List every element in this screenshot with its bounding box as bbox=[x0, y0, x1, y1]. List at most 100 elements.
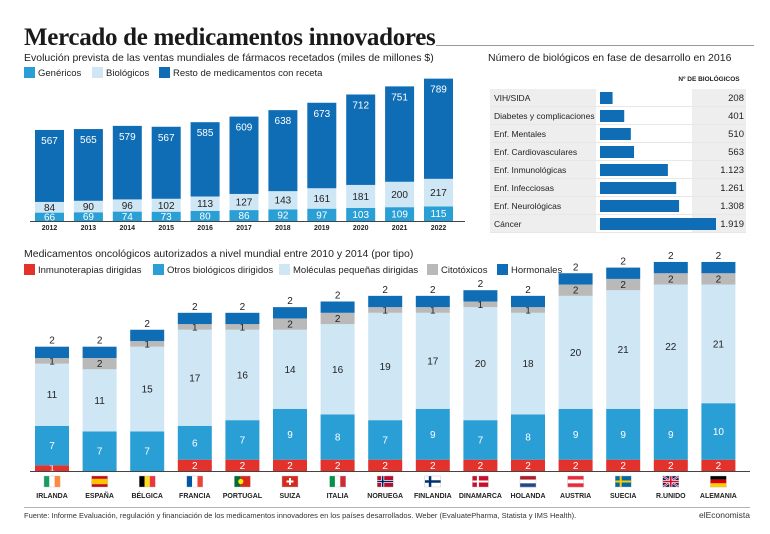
onc-bar-segment bbox=[701, 403, 736, 460]
onc-value-label: 9 bbox=[573, 430, 579, 441]
onc-value-label: 2 bbox=[620, 257, 626, 268]
onc-value-label: 17 bbox=[189, 373, 201, 384]
onc-bar-segment bbox=[701, 459, 736, 471]
flag-part bbox=[567, 479, 584, 484]
sales-year-label: 2021 bbox=[392, 225, 408, 232]
bio-category-label: Enf. Infecciosas bbox=[494, 183, 554, 193]
sales-value-label: 609 bbox=[236, 123, 253, 134]
onc-country-label: AUSTRIA bbox=[560, 493, 591, 500]
sales-value-label: 74 bbox=[122, 212, 134, 223]
bio-category-label: VIH/SIDA bbox=[494, 93, 531, 103]
sales-bar-segment bbox=[307, 102, 337, 189]
onc-value-label: 16 bbox=[332, 365, 344, 376]
onc-bar-segment bbox=[177, 312, 212, 325]
flag-se-icon bbox=[615, 475, 632, 488]
flag-part bbox=[340, 476, 346, 487]
sales-bar-segment bbox=[190, 122, 220, 197]
onc-chart-title: Medicamentos oncológicos autorizados a n… bbox=[24, 248, 413, 260]
onc-bar-segment bbox=[511, 414, 545, 460]
sales-bar-segment bbox=[346, 207, 376, 221]
onc-bar-segment bbox=[35, 465, 69, 471]
sales-bar-segment bbox=[35, 129, 64, 202]
onc-value-label: 1 bbox=[49, 464, 55, 475]
sales-bar-segment bbox=[112, 211, 142, 221]
sales-legend-swatch bbox=[159, 67, 170, 78]
flag-fr-icon bbox=[186, 475, 204, 488]
onc-bar-segment bbox=[606, 408, 641, 460]
bio-row-value-bg bbox=[692, 197, 746, 214]
sales-value-label: 567 bbox=[41, 136, 58, 147]
onc-bar-segment bbox=[415, 312, 450, 409]
sales-year-label: 2012 bbox=[42, 225, 58, 232]
onc-legend-label: Citotóxicos bbox=[441, 265, 488, 276]
flag-uk-icon bbox=[662, 475, 680, 488]
onc-value-label: 10 bbox=[713, 427, 725, 438]
bio-value-label: 1.261 bbox=[720, 183, 744, 194]
bio-bar bbox=[600, 128, 631, 140]
sales-value-label: 90 bbox=[83, 202, 95, 213]
onc-bar-segment bbox=[415, 459, 450, 471]
sales-bar-segment bbox=[424, 178, 453, 207]
onc-bar-segment bbox=[82, 431, 117, 471]
onc-country-label: PORTUGAL bbox=[223, 493, 263, 500]
onc-value-label: 14 bbox=[284, 365, 296, 376]
flag-part bbox=[197, 476, 203, 487]
onc-bar-segment bbox=[511, 307, 545, 313]
onc-value-label: 2 bbox=[382, 285, 388, 296]
onc-bar-segment bbox=[130, 341, 165, 347]
flag-be-icon bbox=[138, 475, 156, 488]
onc-value-label: 1 bbox=[240, 322, 246, 333]
flag-it-icon bbox=[329, 475, 346, 488]
onc-bar-segment bbox=[558, 284, 593, 296]
bio-row-label-bg bbox=[490, 107, 596, 124]
sales-value-label: 567 bbox=[158, 133, 175, 144]
flag-part bbox=[662, 480, 679, 483]
sales-year-label: 2014 bbox=[120, 225, 136, 232]
onc-bar-segment bbox=[368, 307, 403, 313]
sales-bar-segment bbox=[35, 201, 64, 213]
onc-legend-label: Hormonales bbox=[511, 265, 562, 276]
sales-bar-segment bbox=[346, 184, 376, 208]
bio-row-label-bg bbox=[490, 161, 596, 178]
flag-border bbox=[329, 475, 346, 488]
bio-value-label: 563 bbox=[728, 147, 744, 158]
flag-part bbox=[144, 476, 150, 487]
flag-part bbox=[44, 476, 50, 487]
flag-part bbox=[520, 479, 536, 484]
sales-value-label: 585 bbox=[197, 128, 214, 139]
onc-value-label: 8 bbox=[525, 433, 531, 444]
onc-legend-swatch bbox=[427, 264, 438, 275]
flag-part bbox=[139, 476, 145, 487]
onc-value-label: 7 bbox=[382, 435, 388, 446]
sales-bar-segment bbox=[385, 181, 415, 208]
onc-bar-segment bbox=[320, 312, 355, 325]
onc-country-label: FRANCIA bbox=[179, 493, 211, 500]
flag-part bbox=[49, 476, 55, 487]
onc-bar-segment bbox=[225, 329, 260, 421]
onc-bar-segment bbox=[177, 324, 212, 330]
bio-category-label: Enf. Cardiovasculares bbox=[494, 147, 577, 157]
sales-value-label: 127 bbox=[236, 198, 253, 209]
flag-border bbox=[519, 475, 537, 488]
onc-legend-label: Otros biológicos dirigidos bbox=[167, 265, 273, 276]
onc-value-label: 2 bbox=[287, 296, 293, 307]
onc-bar-segment bbox=[320, 324, 355, 415]
sales-value-label: 143 bbox=[275, 196, 292, 207]
onc-value-label: 11 bbox=[47, 390, 58, 401]
onc-bar-segment bbox=[35, 346, 69, 358]
onc-bar-segment bbox=[368, 312, 403, 421]
flag-part bbox=[710, 476, 727, 480]
bio-bar bbox=[600, 218, 716, 230]
onc-value-label: 2 bbox=[478, 279, 484, 290]
flag-ie-icon bbox=[43, 475, 61, 488]
bio-category-label: Enf. Neurológicas bbox=[494, 201, 561, 211]
onc-bar-segment bbox=[606, 278, 641, 291]
onc-value-label: 7 bbox=[478, 435, 484, 446]
onc-bar-segment bbox=[463, 459, 498, 471]
onc-value-label: 2 bbox=[668, 461, 674, 472]
flag-part bbox=[710, 483, 727, 488]
bio-column-header: Nº DE BIOLÓGICOS bbox=[678, 74, 740, 83]
flag-part bbox=[424, 480, 441, 483]
sales-bar-segment bbox=[268, 209, 298, 221]
